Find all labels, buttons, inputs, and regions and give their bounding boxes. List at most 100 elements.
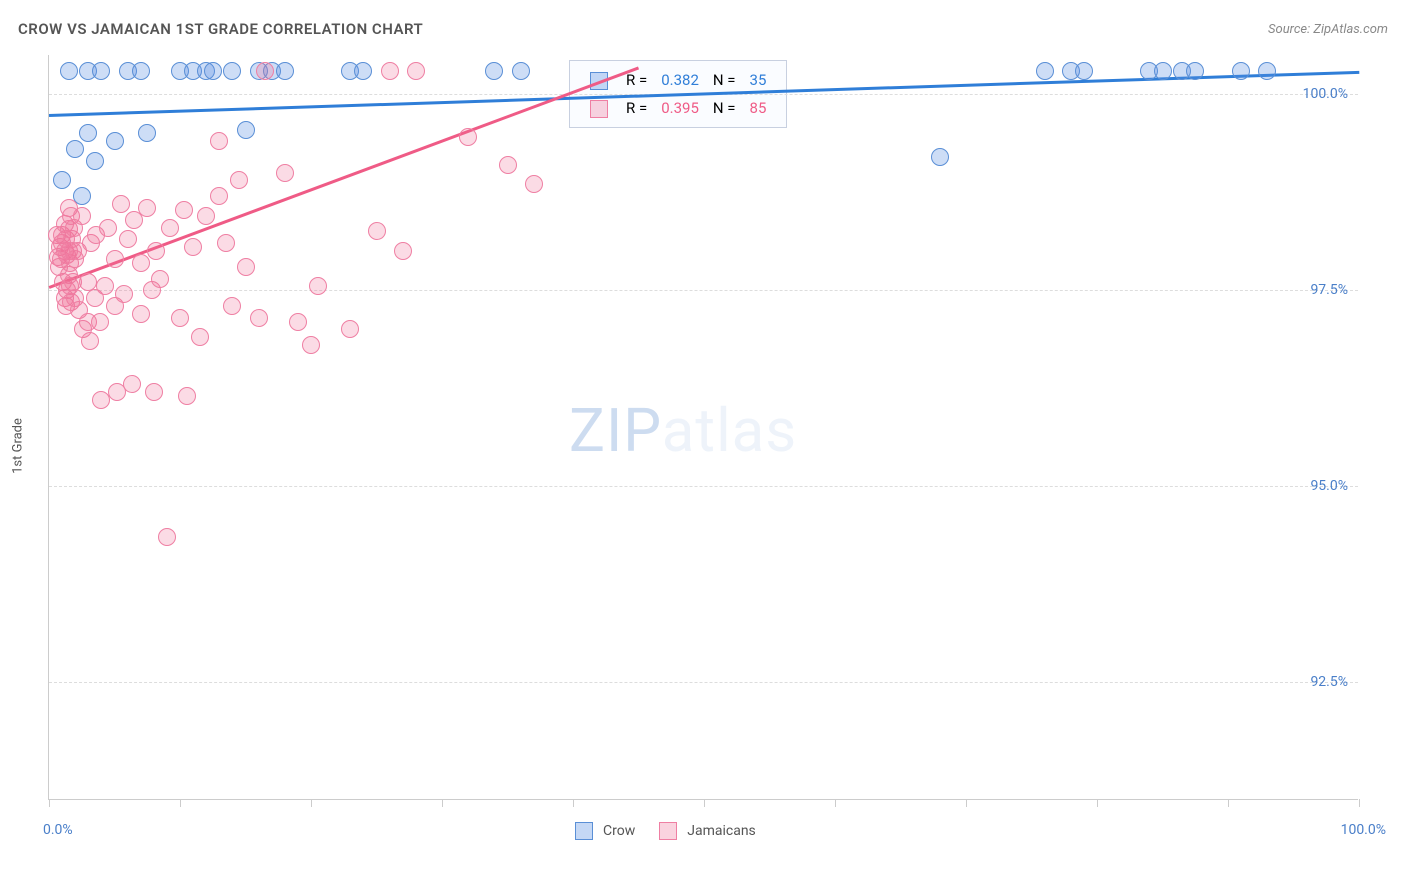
ytick-label: 100.0% xyxy=(1303,86,1348,102)
data-point xyxy=(138,199,156,217)
data-point xyxy=(132,62,150,80)
data-point xyxy=(158,528,176,546)
xtick xyxy=(49,799,50,807)
data-point xyxy=(1154,62,1172,80)
data-point xyxy=(1258,62,1276,80)
bottom-legend: Crow Jamaicans xyxy=(575,822,756,840)
data-point xyxy=(1075,62,1093,80)
data-point xyxy=(217,234,235,252)
data-point xyxy=(60,62,78,80)
data-point xyxy=(191,328,209,346)
chart-plot-area: ZIPatlas R = 0.382 N = 35 R = 0.395 N = … xyxy=(48,55,1358,800)
data-point xyxy=(341,320,359,338)
data-point xyxy=(1232,62,1250,80)
data-point xyxy=(99,219,117,237)
data-point xyxy=(237,258,255,276)
jamaicans-swatch-icon xyxy=(590,100,608,118)
data-point xyxy=(512,62,530,80)
data-point xyxy=(86,152,104,170)
data-point xyxy=(302,336,320,354)
data-point xyxy=(197,207,215,225)
data-point xyxy=(368,222,386,240)
chart-source: Source: ZipAtlas.com xyxy=(1268,22,1388,37)
data-point xyxy=(485,62,503,80)
data-point xyxy=(289,313,307,331)
data-point xyxy=(230,171,248,189)
gridline xyxy=(49,682,1358,683)
jamaicans-swatch-icon xyxy=(659,822,677,840)
data-point xyxy=(407,62,425,80)
chart-title: CROW VS JAMAICAN 1ST GRADE CORRELATION C… xyxy=(18,20,423,38)
data-point xyxy=(119,230,137,248)
xaxis-min-label: 0.0% xyxy=(43,822,73,838)
n-label: N = xyxy=(707,67,742,93)
ytick-label: 92.5% xyxy=(1310,674,1348,690)
data-point xyxy=(459,128,477,146)
watermark: ZIPatlas xyxy=(569,395,797,466)
xtick xyxy=(442,799,443,807)
data-point xyxy=(106,132,124,150)
watermark-zip: ZIP xyxy=(569,395,662,466)
data-point xyxy=(276,62,294,80)
data-point xyxy=(96,277,114,295)
n-value: 85 xyxy=(744,95,773,121)
yaxis-label: 1st Grade xyxy=(11,418,26,474)
xtick xyxy=(704,799,705,807)
xtick xyxy=(311,799,312,807)
xtick xyxy=(835,799,836,807)
xtick xyxy=(1359,799,1360,807)
r-value: 0.395 xyxy=(655,95,705,121)
data-point xyxy=(931,148,949,166)
data-point xyxy=(79,124,97,142)
data-point xyxy=(1036,62,1054,80)
data-point xyxy=(147,242,165,260)
data-point xyxy=(210,132,228,150)
data-point xyxy=(256,62,274,80)
data-point xyxy=(237,121,255,139)
data-point xyxy=(499,156,517,174)
data-point xyxy=(123,375,141,393)
n-value: 35 xyxy=(744,67,773,93)
data-point xyxy=(184,238,202,256)
legend-item-crow: Crow xyxy=(575,822,635,840)
data-point xyxy=(394,242,412,260)
correlation-row-crow: R = 0.382 N = 35 xyxy=(584,67,772,93)
r-value: 0.382 xyxy=(655,67,705,93)
data-point xyxy=(138,124,156,142)
legend-label: Jamaicans xyxy=(687,823,756,839)
data-point xyxy=(223,297,241,315)
xtick xyxy=(573,799,574,807)
data-point xyxy=(1186,62,1204,80)
legend-label: Crow xyxy=(603,823,635,839)
r-label: R = xyxy=(620,95,653,121)
data-point xyxy=(92,62,110,80)
data-point xyxy=(175,201,193,219)
data-point xyxy=(204,62,222,80)
xtick xyxy=(966,799,967,807)
data-point xyxy=(223,62,241,80)
xtick xyxy=(1228,799,1229,807)
crow-swatch-icon xyxy=(575,822,593,840)
data-point xyxy=(276,164,294,182)
correlation-row-jamaicans: R = 0.395 N = 85 xyxy=(584,95,772,121)
data-point xyxy=(132,305,150,323)
data-point xyxy=(145,383,163,401)
gridline xyxy=(49,486,1358,487)
data-point xyxy=(171,309,189,327)
data-point xyxy=(354,62,372,80)
data-point xyxy=(381,62,399,80)
n-label: N = xyxy=(707,95,742,121)
data-point xyxy=(115,285,133,303)
ytick-label: 97.5% xyxy=(1310,282,1348,298)
legend-item-jamaicans: Jamaicans xyxy=(659,822,756,840)
data-point xyxy=(81,332,99,350)
data-point xyxy=(525,175,543,193)
data-point xyxy=(161,219,179,237)
xaxis-max-label: 100.0% xyxy=(1341,822,1386,838)
xtick xyxy=(1097,799,1098,807)
data-point xyxy=(132,254,150,272)
data-point xyxy=(106,250,124,268)
ytick-label: 95.0% xyxy=(1310,478,1348,494)
watermark-atlas: atlas xyxy=(662,395,797,466)
chart-header: CROW VS JAMAICAN 1ST GRADE CORRELATION C… xyxy=(18,20,1388,38)
